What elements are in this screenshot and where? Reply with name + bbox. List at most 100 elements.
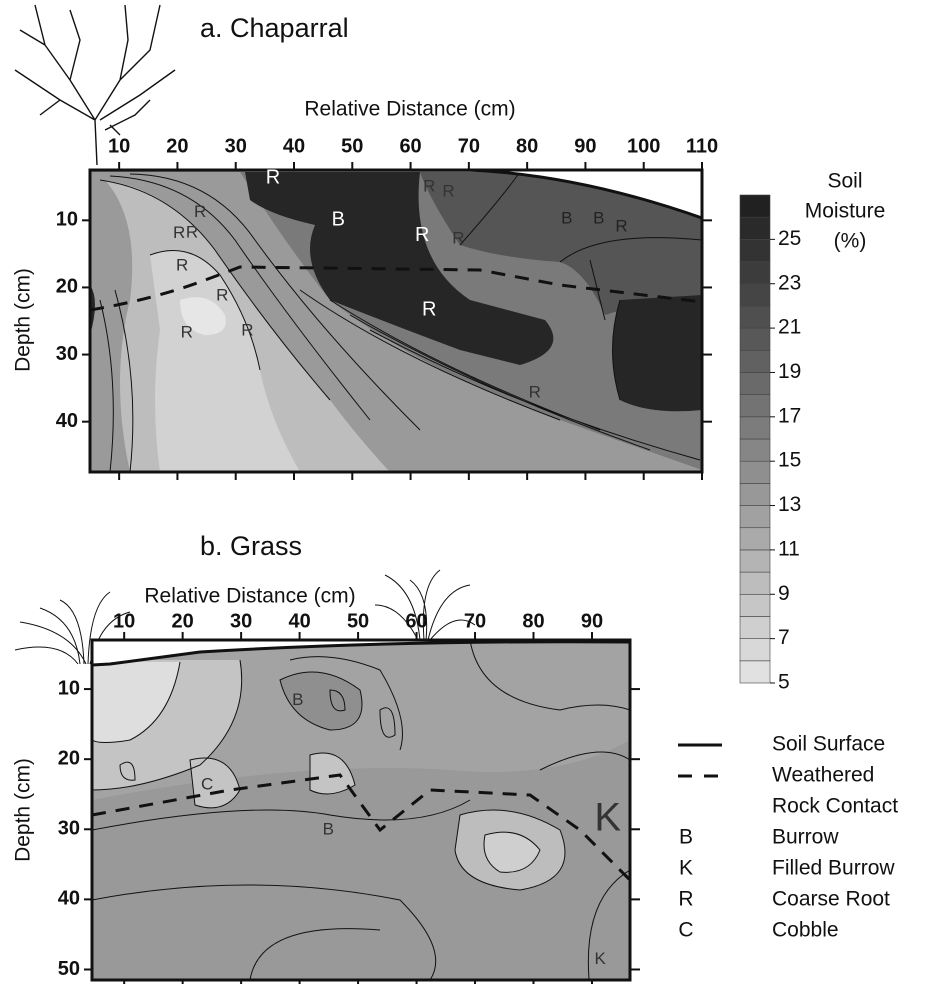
x-tick-label: 50 <box>347 610 369 632</box>
x-tick-label: 90 <box>581 610 603 632</box>
annotation: R <box>529 382 541 401</box>
contour-field-b <box>92 640 630 980</box>
x-tick-label: 40 <box>283 135 305 157</box>
colorbar-band <box>739 505 771 529</box>
x-tick-label: 60 <box>399 135 421 157</box>
y-tick-label: 50 <box>58 958 80 980</box>
x-tick-label: 110 <box>686 135 718 157</box>
colorbar-tick-label: 25 <box>778 227 801 250</box>
annotation: K <box>594 796 621 840</box>
above-surface-b <box>92 640 630 665</box>
colorbar-band <box>739 216 771 240</box>
colorbar-tick-label: 5 <box>778 671 790 694</box>
annotation: R <box>176 255 188 274</box>
annotation: R <box>442 182 454 201</box>
shrub-drawing <box>14 4 176 166</box>
panel-title: b. Grass <box>200 531 302 561</box>
colorbar-tick-label: 13 <box>778 493 801 516</box>
y-tick-label: 40 <box>56 410 78 432</box>
legend-label: Rock Contact <box>772 795 898 818</box>
colorbar-band <box>739 283 771 307</box>
soil-surface-a <box>469 168 703 220</box>
annotation: B <box>332 209 345 231</box>
annotation: R <box>186 223 198 242</box>
x-tick-label: 60 <box>405 610 427 632</box>
annotation: R <box>422 299 436 321</box>
colorbar-band <box>739 438 771 462</box>
x-tick-label: 70 <box>464 610 486 632</box>
colorbar-band <box>739 394 771 418</box>
legend-symbol: R <box>678 888 693 911</box>
soil-surface-b <box>91 640 631 667</box>
x-tick-label: 80 <box>522 610 544 632</box>
y-tick-label: 30 <box>58 818 80 840</box>
colorbar-band <box>739 261 771 285</box>
above-surface-a <box>90 170 702 218</box>
annotation: R <box>173 223 185 242</box>
annotation: R <box>266 166 280 188</box>
x-tick-label: 30 <box>230 610 252 632</box>
y-axis-label: Depth (cm) <box>12 758 35 862</box>
colorbar-band <box>739 593 771 617</box>
annotation: R <box>181 323 193 342</box>
colorbar-band <box>739 239 771 262</box>
rock-contact-a <box>89 265 703 312</box>
annotation: B <box>323 819 334 838</box>
legend-label: Weathered <box>772 764 874 787</box>
legend-label: Coarse Root <box>772 888 890 911</box>
x-tick-label: 10 <box>113 610 135 632</box>
x-axis-label: Relative Distance (cm) <box>304 98 515 121</box>
colorbar-band <box>739 327 771 351</box>
annotation: B <box>561 208 572 227</box>
colorbar-title: Moisture <box>805 200 886 223</box>
x-tick-label: 30 <box>225 135 247 157</box>
colorbar-band <box>739 616 771 639</box>
y-tick-label: 10 <box>56 209 78 231</box>
plot-frame <box>88 168 704 474</box>
colorbar-band <box>739 660 771 684</box>
annotation: R <box>415 224 429 246</box>
colorbar-band <box>739 372 771 395</box>
y-tick-label: 30 <box>56 343 78 365</box>
annotation: R <box>423 176 435 195</box>
y-tick-label: 20 <box>56 276 78 298</box>
y-tick-label: 10 <box>58 677 80 699</box>
colorbar-band <box>739 305 771 329</box>
colorbar-band <box>739 460 771 484</box>
colorbar-title: (%) <box>834 230 867 253</box>
plot-frame <box>90 638 632 982</box>
colorbar-tick-label: 11 <box>778 537 800 560</box>
annotation: R <box>241 321 253 340</box>
annotation: R <box>452 229 464 248</box>
colorbar-tick-label: 23 <box>778 271 801 294</box>
colorbar-title: Soil <box>827 170 862 193</box>
x-tick-label: 20 <box>166 135 188 157</box>
y-tick-label: 40 <box>58 888 80 910</box>
legend-label: Filled Burrow <box>772 857 895 880</box>
colorbar-tick-label: 19 <box>778 360 801 383</box>
contour-field-a <box>90 170 702 472</box>
annotation: B <box>292 690 303 709</box>
x-tick-label: 90 <box>574 135 596 157</box>
colorbar-tick-label: 7 <box>778 626 790 649</box>
colorbar-band <box>739 638 771 662</box>
x-tick-label: 40 <box>288 610 310 632</box>
x-tick-label: 50 <box>341 135 363 157</box>
colorbar-band <box>739 483 771 506</box>
x-tick-label: 10 <box>108 135 130 157</box>
colorbar-band <box>739 349 771 373</box>
x-tick-label: 70 <box>458 135 480 157</box>
colorbar-tick-label: 21 <box>778 316 801 339</box>
legend-symbol: C <box>678 919 693 942</box>
legend-symbol: B <box>679 826 693 849</box>
colorbar-band <box>739 527 771 551</box>
legend-label: Burrow <box>772 826 839 849</box>
legend-label: Soil Surface <box>772 733 885 756</box>
legend-symbol: K <box>679 857 693 880</box>
legend-label: Cobble <box>772 919 839 942</box>
panel-title: a. Chaparral <box>200 13 349 43</box>
colorbar-tick-label: 9 <box>778 582 790 605</box>
y-axis-label: Depth (cm) <box>12 268 35 372</box>
colorbar-tick-label: 15 <box>778 449 801 472</box>
